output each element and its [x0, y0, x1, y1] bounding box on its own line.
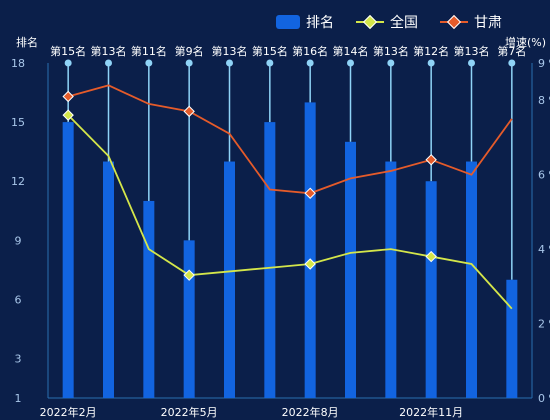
gansu-line	[67, 84, 513, 195]
y-right-tick-label: 4 %	[538, 243, 550, 256]
x-tick-label: 2022年8月	[282, 405, 339, 419]
rank-stem-dot	[145, 59, 153, 67]
y-right-tick-label: 8 %	[538, 94, 550, 107]
rank-bar	[304, 102, 316, 398]
rank-bar	[143, 200, 155, 398]
rank-stem-dot	[226, 59, 233, 67]
rank-stem-dot	[64, 59, 72, 67]
rank-label: 第12名	[413, 44, 449, 58]
y-right-tick-label: 9 %	[538, 57, 550, 70]
rank-stem-dot	[387, 59, 395, 67]
y-left-tick-label: 15	[11, 116, 25, 129]
y-left-tick-label: 6	[15, 293, 22, 306]
rank-label: 第13名	[454, 44, 490, 58]
rank-bar	[62, 122, 74, 398]
rank-stem-dot	[306, 59, 314, 67]
legend: 排名 全国 甘肃	[276, 12, 502, 32]
rank-stem-dot	[508, 59, 516, 67]
rank-stem-dot	[185, 59, 193, 67]
x-tick-label: 2022年5月	[161, 405, 218, 419]
y-right-tick-label: 0 %	[538, 392, 550, 405]
national-line	[67, 114, 513, 310]
legend-item-national[interactable]: 全国	[356, 12, 418, 32]
y-left-tick-label: 1	[15, 392, 22, 405]
rank-stem-dot	[427, 59, 435, 67]
national-marker	[425, 250, 437, 263]
y-left-tick-label: 3	[15, 353, 22, 366]
rank-label: 第15名	[252, 44, 288, 58]
gansu-marker	[304, 187, 316, 199]
gansu-marker	[183, 105, 195, 118]
x-tick-label: 2022年2月	[40, 405, 97, 419]
rank-bar	[264, 122, 276, 398]
rank-label: 第13名	[212, 44, 248, 58]
legend-label-gansu: 甘肃	[474, 15, 502, 31]
rank-stem-dot	[468, 59, 475, 67]
rank-bar	[183, 240, 195, 398]
gansu-marker	[62, 90, 74, 103]
rank-bar	[425, 181, 437, 398]
rank-label: 第13名	[373, 44, 409, 58]
legend-item-gansu[interactable]: 甘肃	[440, 12, 502, 32]
y-left-tick-label: 18	[11, 57, 25, 70]
rank-label: 第14名	[333, 44, 369, 58]
national-marker	[62, 109, 74, 121]
rank-bar	[224, 161, 235, 398]
rank-bar	[103, 161, 114, 398]
rank-label: 第13名	[91, 44, 127, 58]
legend-swatch-rank	[276, 15, 300, 29]
legend-swatch-national	[356, 14, 384, 30]
y-right-tick-label: 2 %	[538, 318, 550, 331]
rank-bar	[345, 141, 356, 398]
legend-label-rank: 排名	[306, 15, 334, 31]
y-left-tick-label: 12	[11, 175, 25, 188]
y-right-tick-label: 6 %	[538, 169, 550, 182]
rank-label: 第15名	[50, 44, 86, 58]
legend-label-national: 全国	[390, 15, 418, 31]
rank-label: 第11名	[131, 44, 167, 58]
y-left-tick-label: 9	[15, 234, 22, 247]
y-left-axis-title: 排名	[16, 36, 38, 49]
rank-label: 第9名	[175, 44, 204, 58]
national-marker	[183, 269, 195, 281]
national-marker	[304, 258, 316, 270]
rank-label: 第16名	[292, 44, 328, 58]
y-right-axis-title: 增速(%)	[505, 36, 547, 49]
rank-bar	[506, 279, 518, 398]
rank-bar	[466, 161, 477, 398]
x-tick-label: 2022年11月	[399, 405, 463, 419]
rank-bar	[385, 161, 397, 398]
rank-stem-dot	[266, 59, 274, 67]
legend-swatch-gansu	[440, 14, 468, 30]
rank-label: 第7名	[497, 44, 526, 58]
rank-stem-dot	[347, 59, 354, 67]
legend-item-rank[interactable]: 排名	[276, 12, 334, 32]
rank-stem-dot	[105, 59, 112, 67]
gansu-marker	[425, 154, 437, 166]
